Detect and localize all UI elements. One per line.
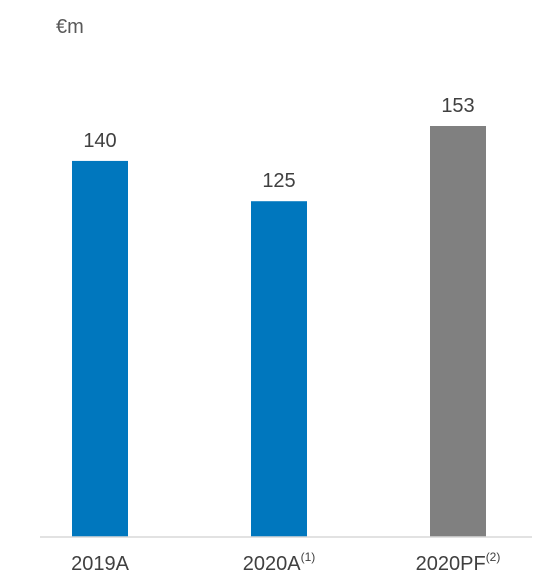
footnote-marker: (2): [486, 550, 501, 564]
value-label-2019a: 140: [83, 130, 116, 152]
bar-2020a: [251, 201, 307, 537]
tick-label-2020pf: 2020PF(2): [416, 550, 501, 575]
footnote-marker: (1): [301, 550, 316, 564]
value-label-2020a: 125: [262, 170, 295, 192]
x-tick-labels-group: 2019A 2020A(1) 2020PF(2): [71, 550, 500, 575]
bar-2019a: [72, 160, 128, 537]
value-labels-group: 140 125 153: [83, 95, 474, 192]
bar-2020pf: [430, 126, 486, 537]
unit-label: €m: [56, 16, 84, 38]
value-label-2020pf: 153: [441, 95, 474, 117]
bars-group: [72, 126, 486, 537]
tick-label-2020a: 2020A(1): [243, 550, 316, 575]
tick-label-2019a: 2019A: [71, 553, 129, 575]
